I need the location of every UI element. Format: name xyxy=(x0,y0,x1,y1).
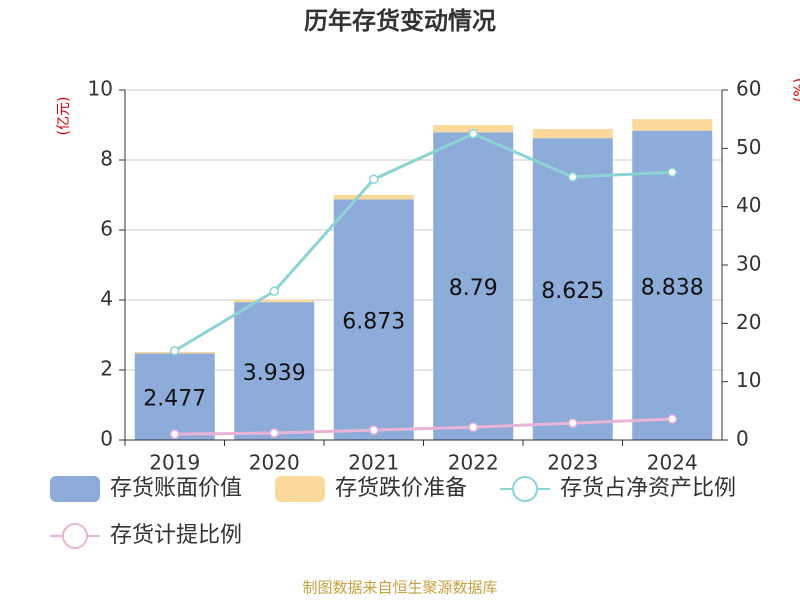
y2-tick-label: 10 xyxy=(736,368,761,392)
bar xyxy=(532,129,613,139)
y-tick-label: 4 xyxy=(100,287,113,311)
line xyxy=(173,132,673,353)
bar xyxy=(134,353,215,440)
x-tick-label: 2022 xyxy=(448,451,499,475)
chart-title: 历年存货变动情况 xyxy=(304,7,496,35)
legend-swatch xyxy=(275,476,325,502)
line-point xyxy=(369,425,379,435)
x-tick-label: 2020 xyxy=(249,451,300,475)
x-tick-label: 2023 xyxy=(547,451,598,475)
y-tick-label: 2 xyxy=(100,357,113,381)
line-point xyxy=(568,172,578,182)
y-tick-label: 10 xyxy=(88,77,113,101)
legend-swatch xyxy=(50,476,100,502)
line xyxy=(174,417,673,436)
line-point xyxy=(369,174,379,184)
line-point xyxy=(667,167,677,177)
bar-value-label: 3.939 xyxy=(243,361,306,386)
x-tick-label: 2019 xyxy=(149,451,200,475)
line-point xyxy=(667,414,677,424)
bar xyxy=(333,199,414,440)
y2-tick-label: 0 xyxy=(736,427,749,451)
bar-value-label: 8.79 xyxy=(449,276,498,301)
y2-tick-label: 30 xyxy=(736,252,761,276)
bar-value-label: 2.477 xyxy=(143,387,206,412)
bar xyxy=(433,125,514,133)
bar xyxy=(333,194,414,200)
line-point xyxy=(170,429,180,439)
legend-label: 存货跌价准备 xyxy=(335,476,467,501)
source-note: 制图数据来自恒生聚源数据库 xyxy=(302,579,497,597)
line-point xyxy=(568,418,578,428)
line-point xyxy=(269,428,279,438)
bar xyxy=(632,130,713,441)
line-point xyxy=(269,286,279,296)
line-point xyxy=(468,422,478,432)
x-tick-label: 2021 xyxy=(348,451,399,475)
legend-item: 存货占净资产比例 xyxy=(500,476,736,502)
x-tick-label: 2024 xyxy=(647,451,698,475)
legend-item: 存货计提比例 xyxy=(50,523,242,549)
line-point xyxy=(468,129,478,139)
bar xyxy=(532,138,613,440)
bar-value-label: 6.873 xyxy=(342,310,405,335)
legend-label: 存货占净资产比例 xyxy=(560,476,736,501)
legend-label: 存货账面价值 xyxy=(110,476,242,501)
y-tick-label: 8 xyxy=(100,147,113,171)
y-tick-label: 6 xyxy=(100,217,113,241)
legend-swatch-marker xyxy=(62,523,88,549)
y2-tick-label: 50 xyxy=(736,135,761,159)
y-tick-label: 0 xyxy=(100,427,113,451)
y2-tick-label: 60 xyxy=(736,77,761,101)
line-point xyxy=(170,346,180,356)
legend-item: 存货账面价值 xyxy=(50,476,242,502)
y2-tick-label: 20 xyxy=(736,310,761,334)
bar xyxy=(234,302,315,440)
legend-item: 存货跌价准备 xyxy=(275,476,467,502)
bar xyxy=(632,119,713,131)
y2-tick-label: 40 xyxy=(736,193,761,217)
legend-label: 存货计提比例 xyxy=(110,523,242,548)
bar-value-label: 8.838 xyxy=(641,275,704,300)
bar xyxy=(234,300,315,303)
bar-value-label: 8.625 xyxy=(541,279,604,304)
y2-axis-label: (%) xyxy=(792,78,800,102)
y-axis-label: (亿元) xyxy=(56,97,72,136)
bar xyxy=(433,132,514,440)
legend-swatch-marker xyxy=(512,476,538,502)
